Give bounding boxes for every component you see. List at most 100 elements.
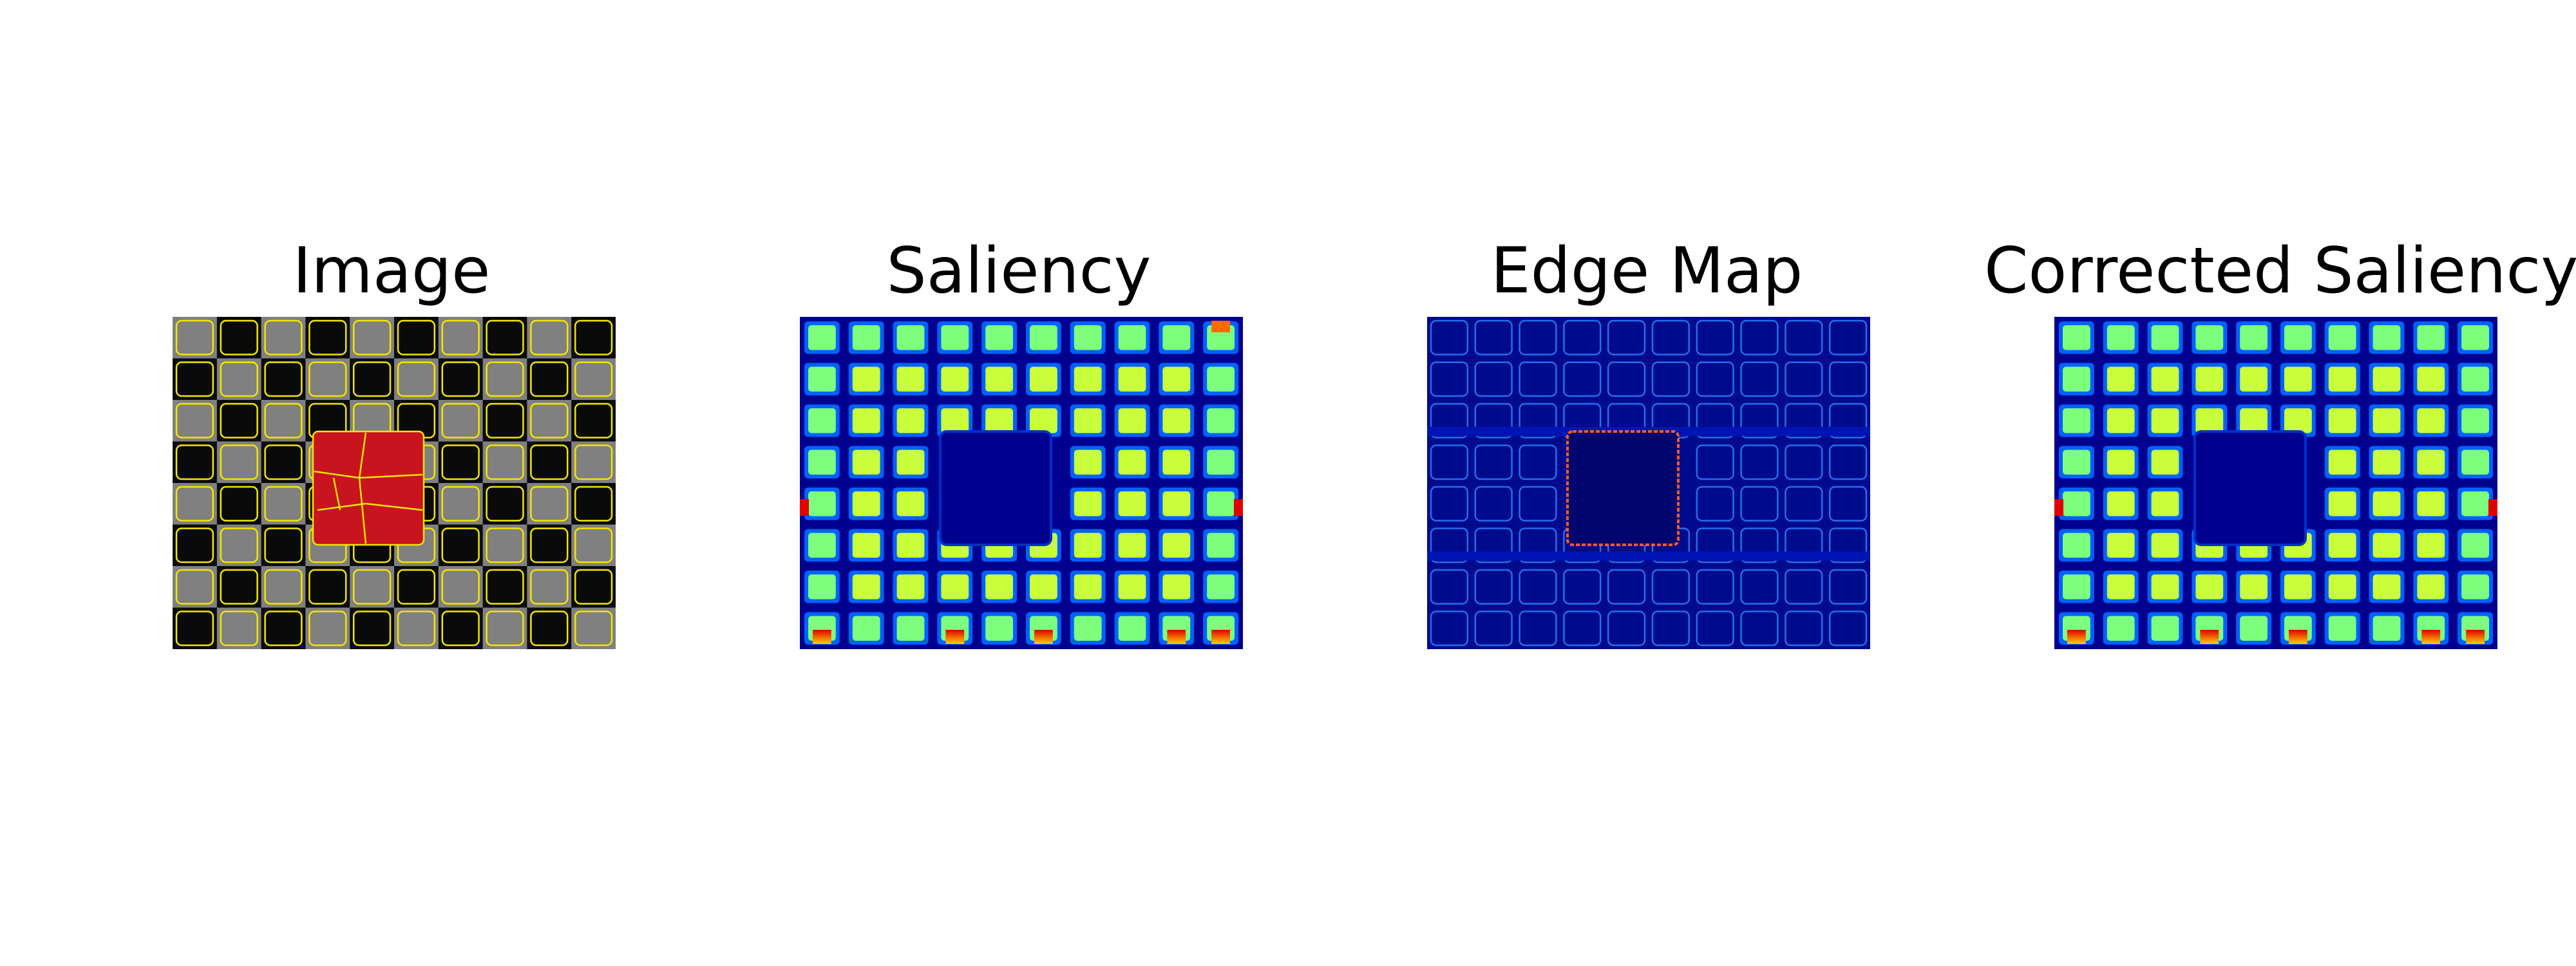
superpixel-outline <box>530 361 569 397</box>
checker-light-square <box>571 524 616 566</box>
superpixel-outline <box>486 402 524 439</box>
edge-outline <box>1474 486 1513 522</box>
heat-cell <box>1207 491 1235 516</box>
checker-light-square <box>261 483 306 525</box>
superpixel-outline <box>486 569 524 605</box>
heat-cell <box>2417 366 2445 392</box>
heat-cell <box>1118 533 1146 558</box>
heat-cell <box>852 491 880 516</box>
heat-cell <box>2417 325 2445 350</box>
checker-light-square <box>261 400 306 442</box>
checker-light-square <box>438 317 483 359</box>
heat-cell <box>2284 366 2312 392</box>
heat-hot-spot <box>2200 630 2219 644</box>
superpixel-outline <box>530 486 569 522</box>
superpixel-outline <box>264 319 303 355</box>
heat-cell <box>2417 574 2445 600</box>
heat-hot-spot <box>945 630 965 644</box>
heat-cell <box>1162 533 1191 558</box>
heat-cell <box>852 574 880 600</box>
heat-cell <box>2328 533 2356 558</box>
checker-light-square <box>394 607 439 649</box>
highlight-segment-boundary <box>314 470 360 479</box>
edge-outline <box>1519 611 1557 647</box>
superpixel-outline <box>175 319 214 355</box>
heat-cell <box>1030 574 1057 600</box>
checker-light-square <box>173 566 217 608</box>
edge-outline <box>1740 569 1779 605</box>
checker-light-square <box>216 441 261 483</box>
superpixel-outline <box>264 611 303 647</box>
checker-light-square <box>571 607 616 649</box>
heat-cell <box>808 533 836 558</box>
edge-outline <box>1519 527 1557 564</box>
heat-cell <box>1162 325 1191 350</box>
heat-cell <box>2372 574 2401 600</box>
heat-cell <box>2328 616 2356 641</box>
superpixel-outline <box>530 569 569 605</box>
heat-cell <box>2328 408 2356 433</box>
edge-outline <box>1828 361 1868 397</box>
edge-highlight-region <box>1566 430 1680 546</box>
superpixel-outline <box>264 569 303 605</box>
highlight-segment-boundary <box>358 432 367 478</box>
edge-outline <box>1430 486 1469 522</box>
edge-band <box>1427 551 1870 561</box>
superpixel-outline <box>220 444 258 480</box>
heat-cell <box>1162 450 1191 475</box>
edge-outline <box>1430 319 1469 355</box>
heat-hot-spot <box>2067 630 2086 644</box>
checkerboard <box>173 317 616 649</box>
superpixel-outline <box>486 527 524 564</box>
highlight-segment-boundary <box>365 502 423 511</box>
heat-cell <box>1162 491 1191 516</box>
checker-light-square <box>482 358 527 400</box>
heat-cell <box>1074 325 1102 350</box>
panel-title-edge-map: Edge Map <box>1490 234 1803 308</box>
edge-outline <box>1519 569 1557 605</box>
heat-cell <box>941 408 969 433</box>
edge-outline <box>1430 444 1469 480</box>
heat-cell <box>2372 533 2401 558</box>
saliency-heatmap <box>800 317 1243 649</box>
heat-cell <box>852 450 880 475</box>
superpixel-outline <box>352 319 392 355</box>
heat-cell <box>1074 450 1102 475</box>
heat-cell <box>808 366 836 392</box>
heat-cell <box>2328 450 2356 475</box>
checker-light-square <box>173 317 217 359</box>
heat-cell <box>1074 408 1102 433</box>
edge-outline <box>1696 444 1734 480</box>
heat-cell <box>2151 574 2179 600</box>
superpixel-outline <box>441 527 480 564</box>
heat-cell <box>2195 574 2224 600</box>
superpixel-outline <box>175 361 214 397</box>
heat-cell <box>896 366 925 392</box>
corrected-saliency-panel <box>2054 317 2497 649</box>
checker-light-square <box>305 358 350 400</box>
edge-outline <box>1474 402 1513 439</box>
heat-cell <box>2107 491 2135 516</box>
edge-outline <box>1519 361 1557 397</box>
panel-title-corrected-saliency: Corrected Saliency <box>1984 234 2576 308</box>
checker-light-square <box>482 441 527 483</box>
edge-outline <box>1474 361 1513 397</box>
heat-cell <box>2417 491 2445 516</box>
superpixel-outline <box>175 444 214 480</box>
edge-outline <box>1828 319 1868 355</box>
superpixel-outline <box>175 527 214 564</box>
heat-cell <box>808 408 836 433</box>
heat-cell <box>985 366 1013 392</box>
edge-outline <box>1785 527 1823 564</box>
heat-cell <box>2063 450 2090 475</box>
heat-cell <box>2417 533 2445 558</box>
edge-outline <box>1430 569 1469 605</box>
edge-outline <box>1519 402 1557 439</box>
heat-hot-spot-top <box>1211 321 1230 332</box>
heat-cell <box>2063 408 2090 433</box>
edge-outline <box>1519 319 1557 355</box>
edge-outline <box>1696 527 1734 564</box>
checker-light-square <box>571 441 616 483</box>
edge-outline <box>1828 402 1868 439</box>
checker-light-square <box>173 400 217 442</box>
